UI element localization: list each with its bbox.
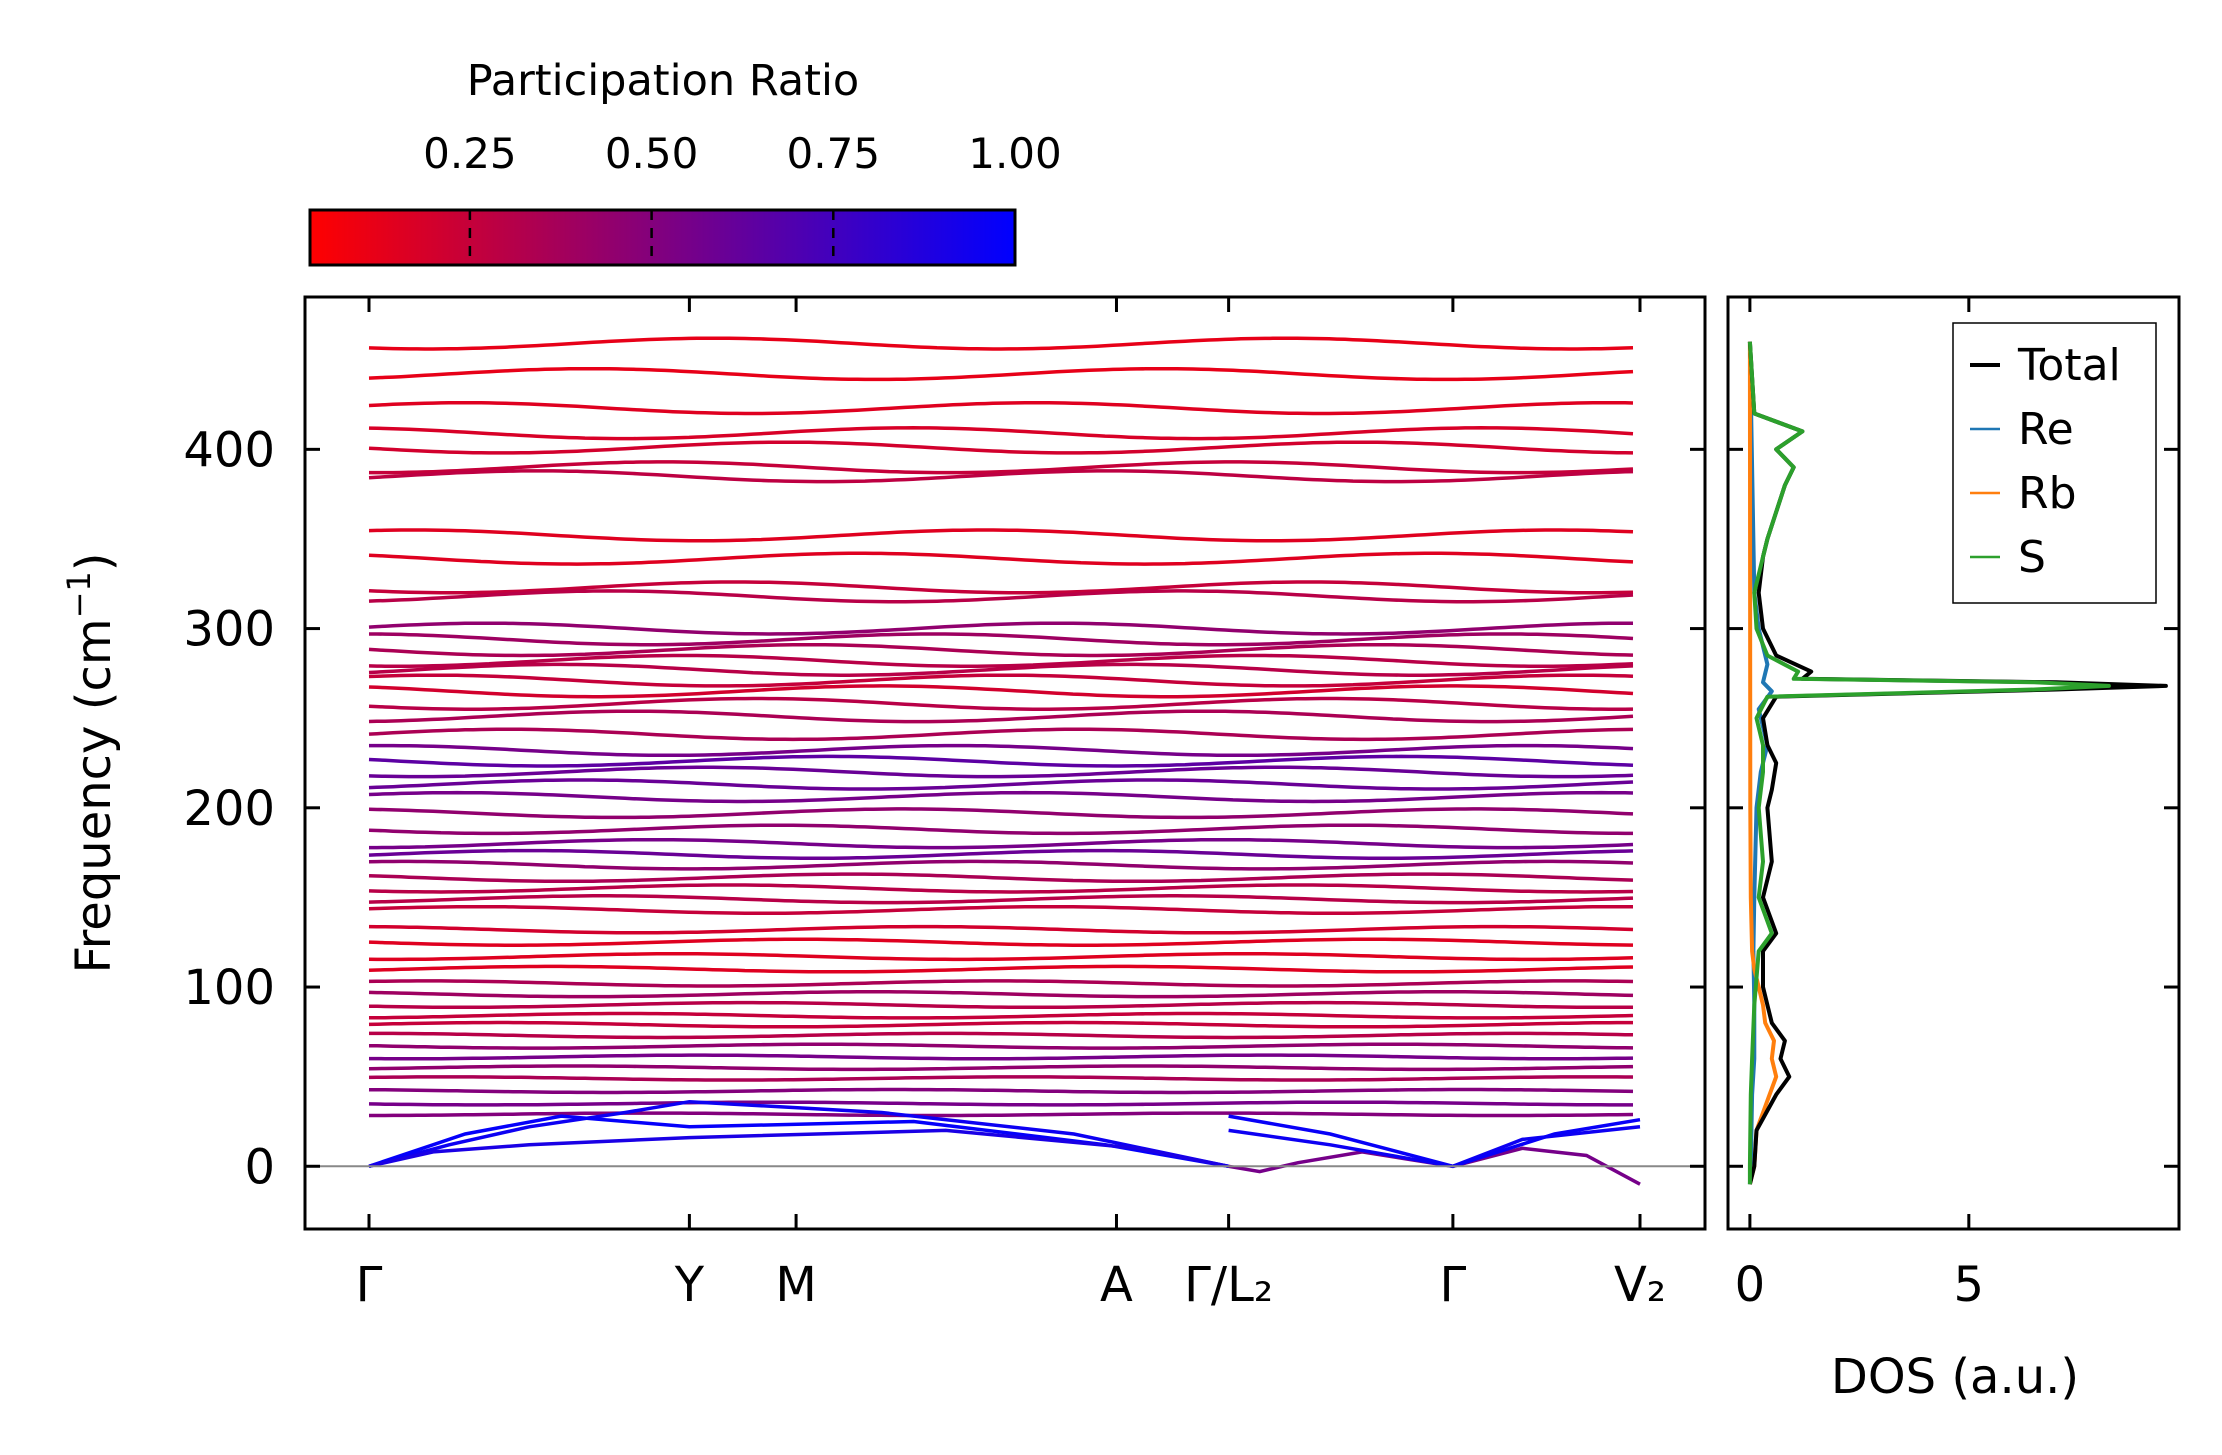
phonon-band xyxy=(368,469,1634,484)
phonon-band xyxy=(368,1020,1633,1029)
band-axes-frame xyxy=(303,295,1707,1231)
phonon-band xyxy=(368,754,1634,768)
legend-label-re: Re xyxy=(2018,404,2074,455)
k-point-label: Γ xyxy=(1440,1257,1467,1313)
phonon-band xyxy=(368,872,1634,884)
phonon-band xyxy=(368,673,1634,688)
k-point-label: M xyxy=(775,1257,816,1313)
phonon-band xyxy=(368,696,1634,711)
phonon-band xyxy=(368,937,1634,947)
phonon-band xyxy=(369,460,1634,475)
phonon-band xyxy=(368,589,1634,604)
phonon-band xyxy=(368,662,1634,677)
phonon-band xyxy=(368,859,1634,871)
band-k-path-axis: Γ Y M A Γ/L₂ Γ V₂ xyxy=(356,297,1666,1313)
phonon-band xyxy=(368,894,1634,905)
band-lines xyxy=(368,336,1641,1186)
colorbar-tick-label: 1.00 xyxy=(968,129,1062,178)
phonon-band xyxy=(368,765,1634,779)
phonon-band xyxy=(369,1053,1634,1061)
phonon-band xyxy=(368,924,1634,935)
colorbar-tick-label: 0.75 xyxy=(787,129,881,178)
phonon-band xyxy=(368,990,1634,999)
acoustic-branch xyxy=(368,1114,1229,1169)
phonon-band xyxy=(368,366,1634,382)
phonon-band xyxy=(369,1031,1634,1040)
phonon-band xyxy=(368,653,1634,668)
colorbar-ticks: 0.25 0.50 0.75 1.00 xyxy=(423,129,1062,265)
k-point-label: Y xyxy=(674,1257,705,1313)
phonon-band xyxy=(368,778,1634,791)
phonon-band xyxy=(368,1075,1633,1082)
phonon-band xyxy=(368,551,1634,566)
colorbar-title: Participation Ratio xyxy=(467,56,860,106)
colorbar-tick-label: 0.25 xyxy=(423,129,517,178)
phonon-band xyxy=(368,1011,1634,1020)
colorbar-gradient xyxy=(308,208,1017,267)
phonon-band xyxy=(368,684,1634,699)
y-tick-label: 0 xyxy=(244,1139,275,1195)
phonon-band xyxy=(368,580,1634,595)
acoustic-branch xyxy=(368,1099,1229,1169)
phonon-band xyxy=(368,883,1634,894)
phonon-band xyxy=(368,964,1634,974)
y-tick-label: 400 xyxy=(183,422,275,478)
k-point-label: V₂ xyxy=(1614,1257,1666,1313)
phonon-band xyxy=(368,642,1634,658)
k-point-label: A xyxy=(1100,1257,1133,1313)
phonon-band xyxy=(368,823,1633,836)
colorbar-tick-label: 0.50 xyxy=(605,129,699,178)
dos-axes-frame xyxy=(1726,295,2181,1231)
phonon-band xyxy=(368,1100,1633,1107)
phonon-band xyxy=(368,1000,1633,1010)
phonon-band xyxy=(368,709,1634,724)
phonon-band xyxy=(368,528,1634,543)
y-tick-label: 300 xyxy=(183,602,275,658)
phonon-band xyxy=(368,621,1633,636)
k-point-label: Γ xyxy=(356,1257,383,1313)
phonon-band xyxy=(368,807,1634,820)
phonon-band xyxy=(369,837,1634,850)
band-panel: 0 100 200 300 400 Γ Y M A Γ/L₂ Γ V₂ Frequency (cm−… xyxy=(60,295,1707,1313)
colorbar: Participation Ratio 0.25 0.50 0.75 1.00 xyxy=(308,56,1062,267)
phonon-band xyxy=(368,904,1633,915)
legend-label-s: S xyxy=(2018,532,2046,583)
band-y-axis: 0 100 200 300 400 xyxy=(183,422,1705,1195)
legend-label-rb: Rb xyxy=(2018,468,2077,519)
phonon-band xyxy=(368,400,1634,416)
legend-label-total: Total xyxy=(2017,340,2121,391)
y-tick-label: 100 xyxy=(183,960,275,1016)
dos-curves xyxy=(1747,341,2168,1185)
dos-legend: Total Re Rb S xyxy=(1952,322,2157,604)
phonon-band xyxy=(369,1111,1634,1118)
phonon-band xyxy=(369,743,1634,758)
dos-curve-s xyxy=(1747,341,2111,1185)
phonon-band xyxy=(368,979,1634,988)
frequency-axis-label: Frequency (cm−1) xyxy=(60,552,122,973)
dos-x-tick-label: 5 xyxy=(1954,1257,1985,1313)
acoustic-branch xyxy=(1228,1114,1641,1169)
phonon-band xyxy=(368,336,1634,351)
dos-x-tick-label: 0 xyxy=(1735,1257,1766,1313)
y-tick-label: 200 xyxy=(183,781,275,837)
phonon-band xyxy=(368,440,1634,455)
dos-axis-label: DOS (a.u.) xyxy=(1831,1349,2079,1405)
phonon-band xyxy=(368,1087,1634,1095)
acoustic-branch xyxy=(368,1128,1229,1169)
k-point-label: Γ/L₂ xyxy=(1184,1257,1273,1313)
phonon-band xyxy=(368,1064,1634,1072)
phonon-band xyxy=(368,952,1634,962)
phonon-band xyxy=(368,426,1634,441)
phonon-band xyxy=(368,1042,1634,1050)
phonon-band xyxy=(368,790,1634,804)
phonon-band xyxy=(369,632,1634,647)
phonon-band xyxy=(368,848,1634,860)
phonon-band xyxy=(368,727,1634,742)
